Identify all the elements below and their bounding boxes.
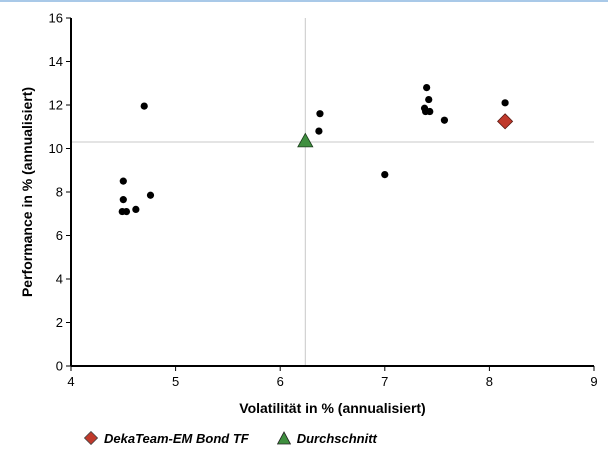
- peer-point: [425, 95, 433, 104]
- peer-point: [423, 84, 431, 92]
- x-tick-label: 9: [590, 374, 597, 389]
- fund-point: [497, 113, 514, 130]
- y-tick-label: 14: [49, 54, 63, 69]
- triangle-icon: [276, 431, 291, 445]
- legend: DekaTeam-EM Bond TF Durchschnitt: [84, 428, 405, 448]
- y-axis-title: Performance in % (annualisiert): [19, 87, 35, 297]
- top-border: [0, 0, 608, 2]
- y-tick-label: 12: [49, 98, 63, 113]
- peer-point: [119, 177, 127, 185]
- x-tick-label: 7: [381, 374, 388, 389]
- y-tick-label: 2: [56, 315, 63, 330]
- y-ticks: 0 2 4 6 8 10 12 14 16: [49, 11, 71, 374]
- crosshair-lines: [71, 18, 594, 366]
- peer-point: [140, 102, 148, 110]
- peer-point: [122, 207, 131, 216]
- y-tick-label: 6: [56, 228, 63, 243]
- peer-point: [501, 99, 509, 107]
- peer-point: [426, 107, 434, 116]
- y-tick-label: 8: [56, 185, 63, 200]
- x-ticks: 4 5 6 7 8 9: [67, 366, 598, 389]
- y-tick-label: 4: [56, 272, 63, 287]
- x-tick-label: 8: [486, 374, 493, 389]
- x-tick-label: 6: [277, 374, 284, 389]
- peer-point: [316, 110, 324, 118]
- peer-point: [315, 127, 323, 135]
- x-tick-label: 5: [172, 374, 179, 389]
- peer-point: [119, 196, 127, 204]
- legend-item-fund: DekaTeam-EM Bond TF: [84, 431, 249, 446]
- diamond-icon: [84, 431, 98, 445]
- y-tick-label: 0: [56, 359, 63, 374]
- peer-point: [440, 116, 449, 124]
- scatter-chart: 4 5 6 7 8 9 0 2 4 6 8 10 12 14 16 Volatilität in % (a…: [19, 11, 598, 417]
- y-tick-label: 10: [49, 141, 63, 156]
- data-points: [118, 84, 514, 216]
- x-axis-title: Volatilität in % (annualisiert): [239, 400, 425, 416]
- legend-label-fund: DekaTeam-EM Bond TF: [104, 430, 249, 446]
- legend-item-average: Durchschnitt: [276, 430, 377, 446]
- y-tick-label: 16: [49, 11, 63, 26]
- peer-point: [381, 171, 389, 179]
- peer-point: [146, 191, 155, 199]
- x-tick-label: 4: [67, 374, 74, 389]
- legend-label-average: Durchschnitt: [296, 430, 377, 446]
- average-point: [297, 132, 314, 148]
- peer-point: [132, 205, 140, 213]
